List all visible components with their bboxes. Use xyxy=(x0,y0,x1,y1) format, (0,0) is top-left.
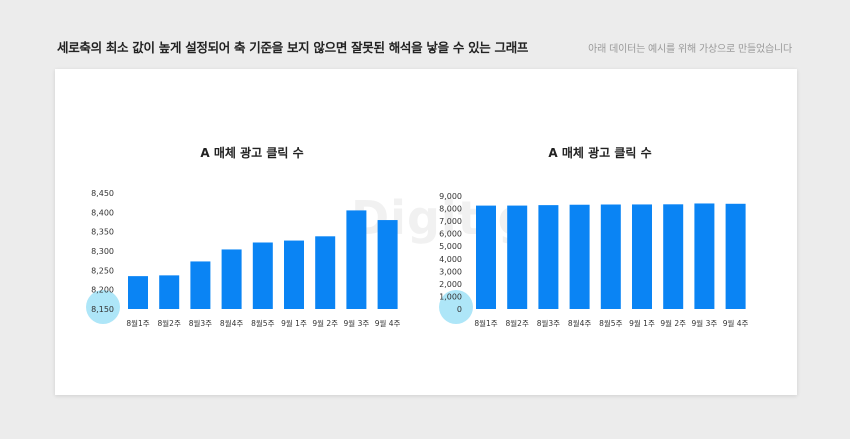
bar xyxy=(377,220,398,309)
y-tick-label: 8,400 xyxy=(91,208,114,217)
data-disclaimer-note: 아래 데이터는 예시를 위해 가상으로 만들었습니다 xyxy=(588,44,792,55)
y-tick-label: 3,000 xyxy=(439,267,462,276)
x-tick-label: 9월 4주 xyxy=(375,318,401,328)
axis-minimum-highlight xyxy=(86,290,120,324)
y-tick-label: 4,000 xyxy=(439,255,462,264)
bar xyxy=(221,249,242,309)
x-tick-label: 8월3주 xyxy=(537,318,560,328)
x-tick-label: 8월2주 xyxy=(506,318,529,328)
chart-title: A 매체 광고 클릭 수 xyxy=(548,145,651,160)
bar xyxy=(538,205,559,309)
y-tick-label: 2,000 xyxy=(439,280,462,289)
axis-minimum-highlight xyxy=(439,290,473,324)
y-tick-label: 8,200 xyxy=(91,286,114,295)
y-tick-label: 1,000 xyxy=(439,292,462,301)
bar xyxy=(315,236,336,309)
bar xyxy=(694,203,715,309)
x-tick-label: 8월1주 xyxy=(474,318,497,328)
y-tick-label: 8,000 xyxy=(439,205,462,214)
bar xyxy=(476,205,496,309)
y-tick-label: 7,000 xyxy=(439,217,462,226)
bar xyxy=(128,276,148,309)
y-tick-label: 9,000 xyxy=(439,192,462,201)
y-tick-label: 8,250 xyxy=(91,266,114,275)
bar xyxy=(632,204,652,309)
x-tick-label: 8월5주 xyxy=(251,318,274,328)
bar xyxy=(190,261,211,309)
bar xyxy=(284,240,304,309)
x-tick-label: 8월3주 xyxy=(189,318,212,328)
bar xyxy=(725,203,746,309)
x-tick-label: 9월 1주 xyxy=(281,318,307,328)
x-tick-label: 8월1주 xyxy=(126,318,149,328)
bar xyxy=(346,210,367,309)
bar xyxy=(252,242,273,309)
x-tick-label: 8월5주 xyxy=(599,318,622,328)
x-tick-label: 9월 3주 xyxy=(344,318,370,328)
x-tick-label: 8월2주 xyxy=(158,318,181,328)
y-tick-label: 6,000 xyxy=(439,230,462,239)
x-tick-label: 8월4주 xyxy=(568,318,591,328)
page-heading: 세로축의 최소 값이 높게 설정되어 축 기준을 보지 않으면 잘못된 해석을 … xyxy=(57,40,529,55)
bar xyxy=(507,205,528,309)
y-tick-label: 8,150 xyxy=(91,305,114,314)
y-tick-label: 8,350 xyxy=(91,228,114,237)
y-tick-label: 5,000 xyxy=(439,242,462,251)
chart-title: A 매체 광고 클릭 수 xyxy=(200,145,303,160)
x-tick-label: 9월 2주 xyxy=(312,318,338,328)
bar xyxy=(569,204,590,309)
x-tick-label: 8월4주 xyxy=(220,318,243,328)
x-tick-label: 9월 1주 xyxy=(629,318,655,328)
x-tick-label: 9월 4주 xyxy=(723,318,749,328)
y-tick-label: 8,450 xyxy=(91,189,114,198)
y-tick-label: 8,300 xyxy=(91,247,114,256)
y-tick-label: 0 xyxy=(457,305,462,314)
x-tick-label: 9월 2주 xyxy=(660,318,686,328)
bar xyxy=(159,275,180,309)
bar xyxy=(600,204,621,309)
bar xyxy=(663,204,684,309)
x-tick-label: 9월 3주 xyxy=(692,318,718,328)
